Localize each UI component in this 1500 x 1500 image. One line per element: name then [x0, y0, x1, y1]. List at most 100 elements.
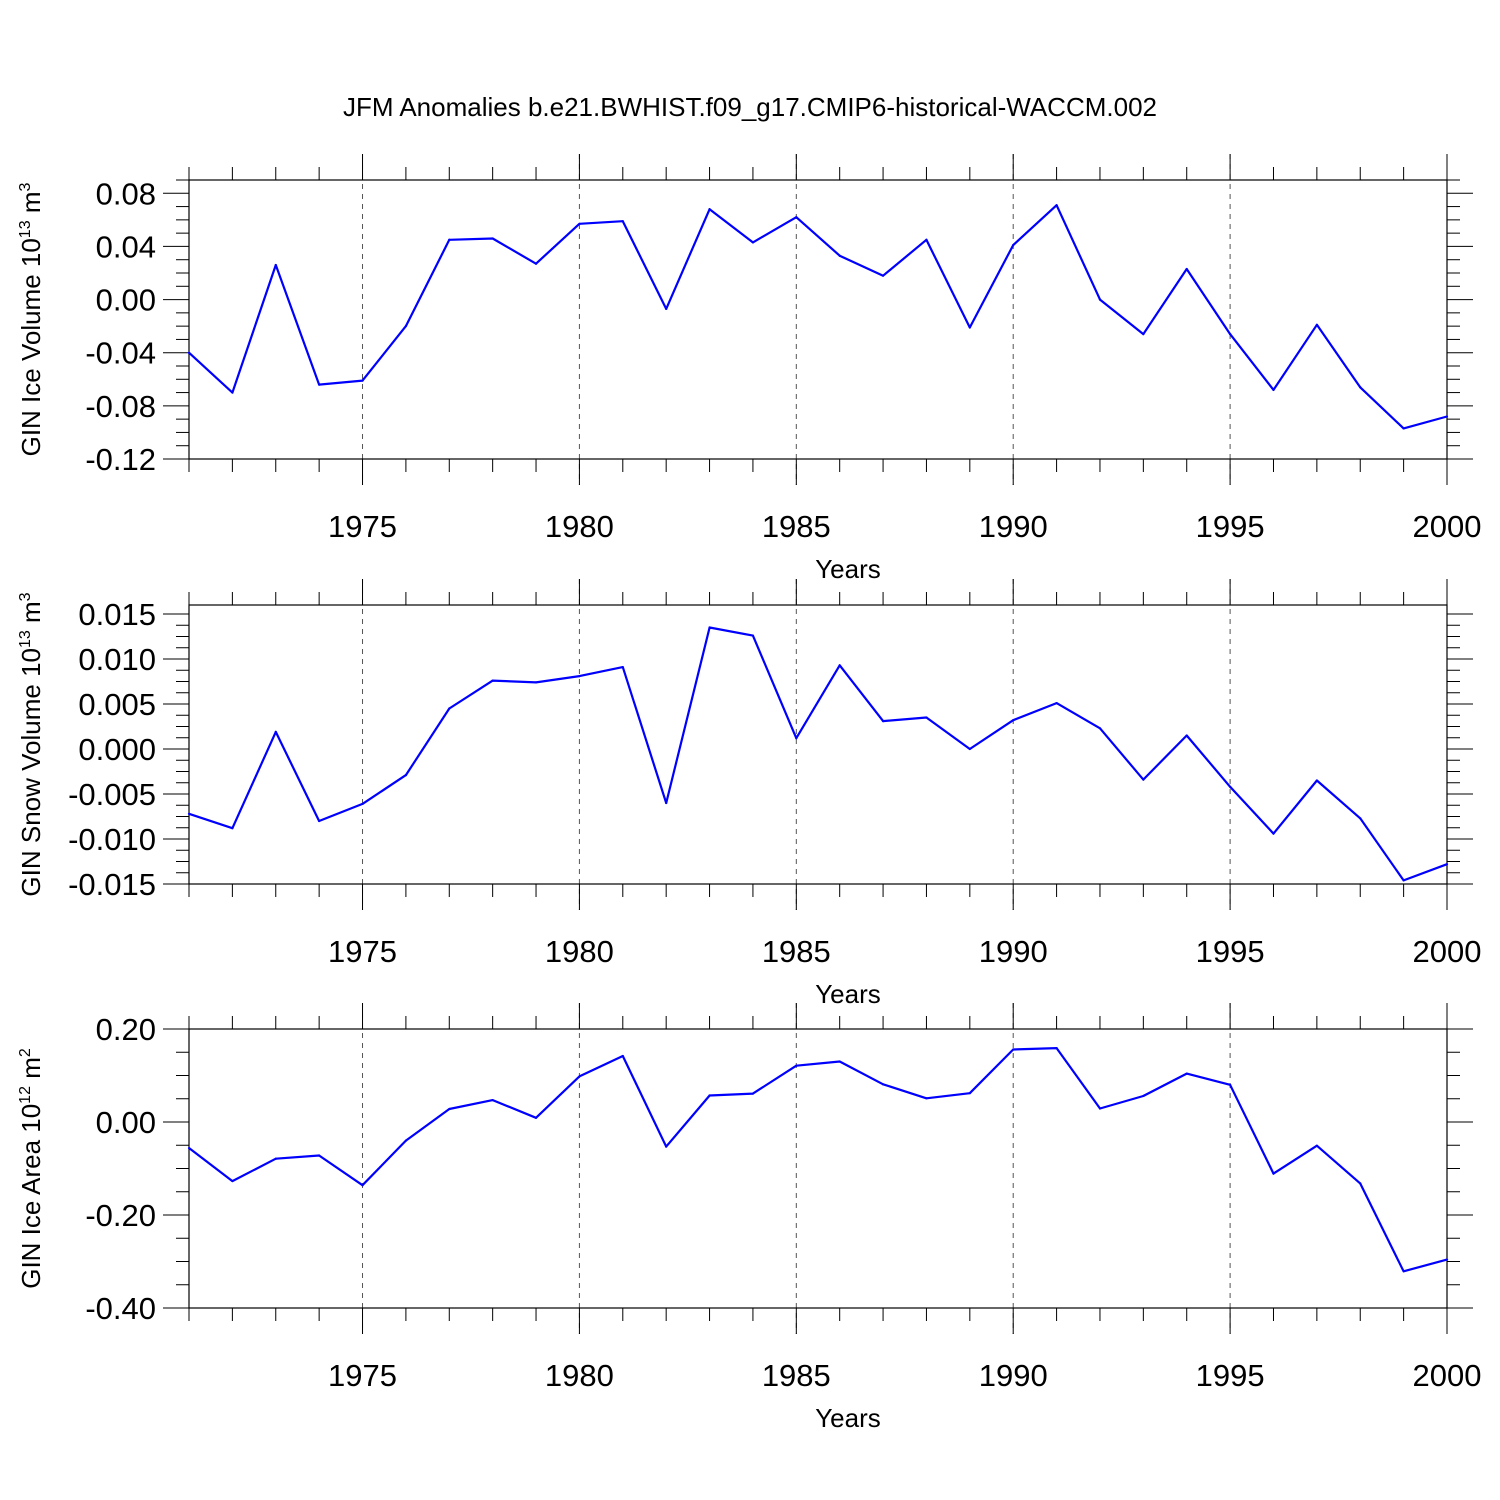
data-point	[708, 626, 711, 629]
data-point	[751, 634, 755, 637]
data-point	[708, 1094, 711, 1097]
data-point	[187, 1146, 191, 1150]
data-point	[491, 1099, 494, 1102]
y-tick-label: 0.00	[96, 283, 156, 318]
y-tick-label: 0.20	[96, 1012, 156, 1047]
data-point	[274, 1157, 277, 1160]
x-tick-label: 1995	[1196, 509, 1265, 544]
data-point	[404, 325, 407, 328]
y-axis-label-part: GIN Snow Volume 10	[16, 648, 46, 897]
y-axis-label-part: 2	[17, 1048, 34, 1057]
data-point	[881, 1083, 885, 1086]
chart-title: JFM Anomalies b.e21.BWHIST.f09_g17.CMIP6…	[343, 92, 1157, 122]
data-point	[665, 307, 668, 310]
data-series-line	[188, 626, 1448, 882]
data-point	[1055, 204, 1058, 207]
x-tick-label: 2000	[1413, 1358, 1482, 1393]
x-tick-label: 1980	[545, 934, 614, 969]
data-point	[1272, 1172, 1275, 1175]
y-axis-label: GIN Ice Area 1012 m2	[16, 1048, 46, 1289]
x-tick-label: 1975	[328, 934, 397, 969]
data-point	[1315, 779, 1318, 782]
data-point	[1272, 832, 1275, 835]
y-axis-label: GIN Ice Volume 1013 m3	[16, 182, 46, 456]
x-axis-label: Years	[815, 554, 881, 584]
plot-frame	[188, 179, 1448, 460]
data-point	[621, 666, 624, 669]
data-point	[534, 262, 538, 265]
data-point	[968, 326, 971, 329]
data-point	[448, 238, 451, 241]
data-point	[448, 707, 451, 710]
x-tick-label: 1990	[979, 1358, 1048, 1393]
y-tick-label: -0.010	[68, 822, 156, 857]
data-point	[1142, 778, 1145, 781]
y-tick-label: 0.005	[78, 687, 156, 722]
x-tick-label: 1990	[979, 934, 1048, 969]
data-point	[1445, 1258, 1449, 1261]
data-point	[1272, 388, 1275, 392]
y-axis-label-part: 3	[17, 182, 34, 191]
data-point	[1055, 702, 1058, 705]
x-tick-label: 1975	[328, 1358, 397, 1393]
y-axis-label-part: GIN Ice Volume 10	[16, 238, 46, 456]
data-point	[1445, 863, 1449, 866]
x-tick-label: 1995	[1196, 1358, 1265, 1393]
x-tick-label: 1980	[545, 1358, 614, 1393]
data-point	[1445, 415, 1449, 418]
data-point	[1142, 1094, 1145, 1098]
y-tick-label: -0.015	[68, 867, 156, 902]
x-tick-label: 1990	[979, 509, 1048, 544]
data-point	[838, 254, 841, 257]
x-axis-label: Years	[815, 1403, 881, 1433]
x-tick-label: 2000	[1413, 934, 1482, 969]
data-point	[404, 774, 407, 777]
y-axis-label: GIN Snow Volume 1013 m3	[16, 592, 46, 896]
data-point	[578, 222, 581, 225]
y-axis-label-part: m	[16, 1057, 46, 1086]
data-point	[1359, 1182, 1362, 1185]
y-axis-label-part: 13	[17, 630, 34, 648]
data-point	[665, 801, 668, 805]
data-point	[1012, 244, 1015, 247]
data-point	[534, 1116, 538, 1119]
data-point	[231, 1179, 234, 1183]
y-tick-label: -0.005	[68, 777, 156, 812]
y-axis-label-part: m	[16, 191, 46, 220]
plot-frame	[188, 604, 1448, 885]
y-tick-label: 0.015	[78, 597, 156, 632]
data-point	[881, 274, 885, 277]
data-point	[795, 737, 798, 740]
data-point	[1359, 817, 1362, 820]
y-axis-label-part: m	[16, 601, 46, 630]
data-point	[491, 679, 494, 682]
data-point	[361, 1184, 364, 1187]
data-point	[621, 220, 624, 223]
data-point	[1229, 1083, 1232, 1086]
data-point	[274, 730, 277, 734]
data-point	[318, 819, 321, 823]
y-tick-label: -0.04	[85, 336, 156, 371]
data-point	[1402, 427, 1405, 430]
data-point	[1315, 1144, 1318, 1147]
data-point	[925, 1097, 928, 1100]
data-point	[838, 664, 841, 667]
y-tick-label: 0.000	[78, 732, 156, 767]
data-point	[534, 681, 538, 684]
data-point	[1402, 879, 1405, 882]
data-point	[1402, 1270, 1405, 1273]
data-point	[925, 238, 928, 241]
data-point	[578, 1075, 581, 1078]
data-point	[1012, 1048, 1015, 1051]
data-point	[404, 1139, 407, 1142]
data-point	[1055, 1046, 1058, 1050]
y-axis-label-part: 12	[17, 1086, 34, 1104]
x-tick-label: 1985	[762, 934, 831, 969]
data-point	[231, 391, 234, 394]
y-tick-label: 0.04	[96, 229, 156, 264]
data-point	[1229, 785, 1232, 788]
x-tick-label: 1975	[328, 509, 397, 544]
data-point	[361, 379, 364, 382]
data-point	[1315, 323, 1318, 326]
